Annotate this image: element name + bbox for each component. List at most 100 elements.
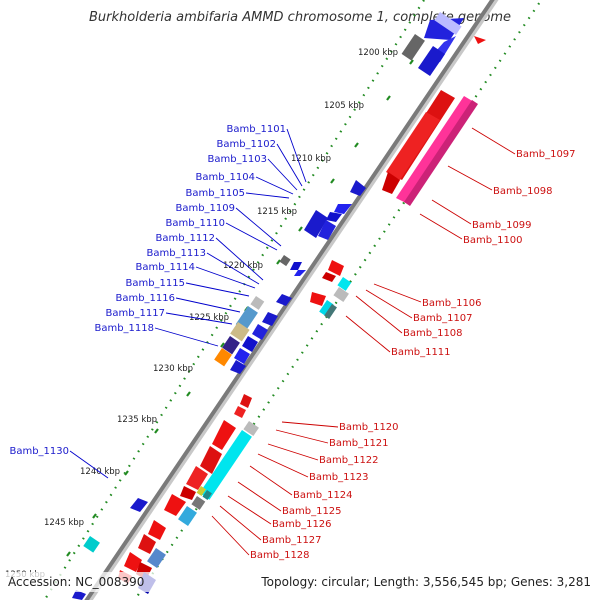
gene-arrow-pink xyxy=(396,96,474,204)
gene-label[interactable]: Bamb_1124 xyxy=(293,490,353,501)
gene-label[interactable]: Bamb_1099 xyxy=(472,220,532,231)
gene-arrow-forward xyxy=(350,180,366,196)
gene-box-navy xyxy=(222,336,240,355)
gene-arrow-forward xyxy=(294,270,306,276)
tick-label: 1205 kbp xyxy=(324,101,364,111)
gene-arrow-reverse xyxy=(382,172,400,194)
gene-box-cyan xyxy=(337,277,352,291)
gene-label[interactable]: Bamb_1127 xyxy=(262,535,322,546)
gene-box-teal xyxy=(324,304,337,319)
gene-arrow-reverse xyxy=(200,446,222,474)
gene-box-gray xyxy=(279,254,291,267)
gene-label[interactable]: Bamb_1108 xyxy=(403,328,463,339)
gene-arrow-reverse xyxy=(386,112,440,180)
gene-arrow-reverse xyxy=(212,420,236,450)
gene-label[interactable]: Bamb_1112 xyxy=(155,233,215,244)
gene-arrow-reverse xyxy=(164,494,186,516)
gene-arrow-forward xyxy=(262,312,278,326)
gene-arrow-forward xyxy=(290,262,302,270)
gene-arrow-reverse xyxy=(180,486,196,500)
tick-label: 1220 kbp xyxy=(223,261,263,271)
gene-label[interactable]: Bamb_1113 xyxy=(146,248,206,259)
gene-arrow-forward xyxy=(418,46,445,76)
gene-label[interactable]: Bamb_1102 xyxy=(216,139,276,150)
gene-arrow-reverse xyxy=(124,552,142,572)
gene-label[interactable]: Bamb_1105 xyxy=(185,188,245,199)
tick-label: 1230 kbp xyxy=(153,364,193,374)
gene-label[interactable]: Bamb_1125 xyxy=(282,506,342,517)
gene-box-gray xyxy=(333,287,349,303)
gene-box-teal xyxy=(202,490,212,500)
gene-label[interactable]: Bamb_1097 xyxy=(516,149,576,160)
footer-backdrop xyxy=(0,572,600,592)
gene-label[interactable]: Bamb_1117 xyxy=(105,308,165,319)
tick-label: 1215 kbp xyxy=(257,207,297,217)
gene-box-cyan xyxy=(83,536,100,553)
gene-arrow-forward xyxy=(252,324,268,340)
gene-arrow-reverse xyxy=(474,36,486,44)
gene-label[interactable]: Bamb_1126 xyxy=(272,519,332,530)
forward-strand-features xyxy=(72,12,464,600)
gene-arrow-forward xyxy=(276,294,292,306)
gene-label[interactable]: Bamb_1110 xyxy=(165,218,225,229)
gene-arrow-forward xyxy=(318,220,336,240)
gene-label[interactable]: Bamb_1098 xyxy=(493,186,553,197)
gene-label[interactable]: Bamb_1107 xyxy=(413,313,473,324)
gene-label[interactable]: Bamb_1130 xyxy=(9,446,69,457)
gene-arrow-forward xyxy=(304,210,328,238)
tick-label: 1235 kbp xyxy=(117,415,157,425)
tick-label: 1200 kbp xyxy=(358,48,398,58)
gene-label[interactable]: Bamb_1116 xyxy=(115,293,175,304)
gene-label[interactable]: Bamb_1121 xyxy=(329,438,389,449)
gene-arrow-forward xyxy=(326,212,342,222)
gene-label[interactable]: Bamb_1122 xyxy=(319,455,379,466)
gene-arrow-reverse xyxy=(138,534,156,554)
gene-label[interactable]: Bamb_1114 xyxy=(135,262,195,273)
label-leaders xyxy=(69,127,516,556)
gene-label[interactable]: Bamb_1103 xyxy=(207,154,267,165)
gene-label[interactable]: Bamb_1101 xyxy=(226,124,286,135)
gene-box-yellow xyxy=(196,486,206,496)
gene-arrow-pink xyxy=(404,100,478,206)
gene-arrow-forward xyxy=(334,204,352,214)
genome-summary: Topology: circular; Length: 3,556,545 bp… xyxy=(260,575,591,589)
tick-label: 1225 kbp xyxy=(189,313,229,323)
gene-label[interactable]: Bamb_1115 xyxy=(125,278,185,289)
gene-arrow-reverse xyxy=(328,260,344,276)
gene-arrow-reverse xyxy=(234,406,246,418)
gene-label[interactable]: Bamb_1118 xyxy=(94,323,154,334)
gene-box-lavender xyxy=(434,12,462,35)
gene-label[interactable]: Bamb_1123 xyxy=(309,472,369,483)
gene-label[interactable]: Bamb_1120 xyxy=(339,422,399,433)
gene-box-gray xyxy=(250,296,265,310)
forward-gene-labels: Bamb_1101 Bamb_1102 Bamb_1103 Bamb_1104 … xyxy=(9,124,286,457)
tick-label: 1245 kbp xyxy=(44,518,84,528)
gene-arrow-reverse xyxy=(186,466,208,490)
gene-box-gray xyxy=(243,421,259,437)
gene-box-cyan xyxy=(319,300,334,317)
gene-arrow-reverse xyxy=(322,272,336,282)
gene-label[interactable]: Bamb_1104 xyxy=(195,172,255,183)
gene-arrow-forward xyxy=(230,360,246,374)
gene-box-orange xyxy=(214,348,232,367)
reverse-gene-labels: Bamb_1097 Bamb_1098 Bamb_1099 Bamb_1100 … xyxy=(250,149,576,561)
gene-arrow-reverse xyxy=(310,292,326,306)
gene-arrow-forward xyxy=(242,336,258,352)
gene-box-cyan xyxy=(199,430,252,500)
gene-arrow-reverse xyxy=(240,394,252,408)
gene-label[interactable]: Bamb_1106 xyxy=(422,298,482,309)
gene-label[interactable]: Bamb_1128 xyxy=(250,550,310,561)
gene-arrow-forward xyxy=(130,498,148,512)
gene-arrow-forward xyxy=(72,590,86,600)
gene-box-blue xyxy=(147,548,166,568)
gene-label[interactable]: Bamb_1111 xyxy=(391,347,451,358)
gene-box-tan xyxy=(230,322,250,342)
gene-label[interactable]: Bamb_1100 xyxy=(463,235,523,246)
gene-arrow-forward xyxy=(234,348,250,364)
gene-box-gray xyxy=(191,496,206,510)
accession-label: Accession: NC_008390 xyxy=(8,575,144,589)
map-title: Burkholderia ambifaria AMMD chromosome 1… xyxy=(89,10,511,25)
tick-label: 1210 kbp xyxy=(291,154,331,164)
gene-label[interactable]: Bamb_1109 xyxy=(175,203,235,214)
